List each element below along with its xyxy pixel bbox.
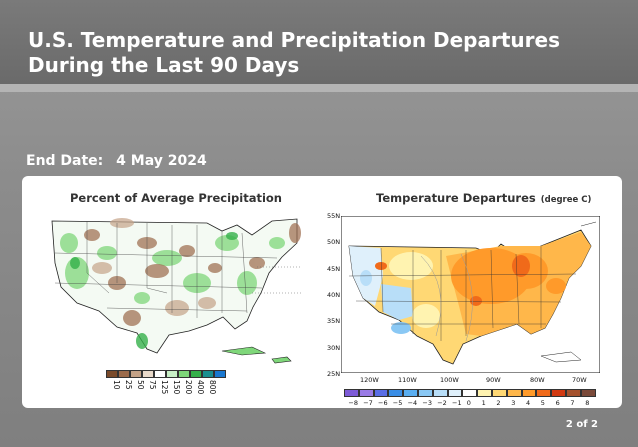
temp-map-image (341, 216, 600, 373)
temp-lat-label: 25N (327, 369, 341, 378)
temp-lat-label: 45N (327, 264, 341, 273)
precip-legend-swatch (106, 370, 118, 378)
temp-legend-swatch (477, 389, 492, 397)
temp-legend-label: 4 (526, 399, 531, 407)
title-divider (0, 84, 638, 92)
temp-legend-swatch (521, 389, 537, 397)
temp-legend-label: −3 (422, 399, 432, 407)
precip-legend-label: 150 (172, 380, 181, 395)
temp-legend-swatch (432, 389, 448, 397)
temp-legend-swatch (536, 389, 552, 397)
temp-legend-swatch (447, 389, 463, 397)
temp-legend-label: −2 (437, 399, 447, 407)
temp-legend-label: −7 (363, 399, 373, 407)
precip-map-title: Percent of Average Precipitation (70, 191, 282, 205)
temp-legend-label: −8 (348, 399, 358, 407)
temp-legend-swatch (373, 389, 389, 397)
temp-lat-label: 50N (327, 238, 341, 247)
temp-legend-swatch (403, 389, 418, 397)
temp-legend-swatch (388, 389, 404, 397)
temp-lon-label: 70W (572, 376, 587, 384)
temp-lat-label: 55N (327, 212, 341, 220)
page-title: U.S. Temperature and Precipitation Depar… (28, 28, 560, 77)
precip-legend-label: 10 (112, 380, 121, 390)
temp-legend-label: −6 (378, 399, 388, 407)
precip-legend-swatch (214, 370, 226, 378)
precip-legend-swatch (118, 370, 130, 378)
temp-map (341, 216, 600, 373)
temp-lat-label: 35N (327, 317, 341, 326)
page-number: 2 of 2 (565, 419, 598, 430)
temp-legend-swatch (491, 389, 507, 397)
precip-legend-swatch (190, 370, 202, 378)
precip-map (47, 213, 302, 365)
end-date-label: End Date: (26, 153, 104, 169)
temp-map-title-text: Temperature Departures (376, 191, 536, 205)
temp-legend-label: −1 (452, 399, 462, 407)
temp-lat-label: 30N (327, 343, 341, 352)
temp-map-title: Temperature Departures (degree C) (376, 191, 591, 205)
temp-legend-swatch (462, 389, 478, 397)
precip-legend-swatch (178, 370, 190, 378)
precip-legend-label: 400 (196, 380, 205, 395)
temp-lat-label: 40N (327, 290, 341, 299)
temp-lon-label: 120W (360, 376, 379, 384)
temp-legend-swatch (506, 389, 522, 397)
temp-legend-label: −5 (392, 399, 403, 407)
temp-legend-label: 8 (585, 399, 590, 407)
temp-legend-label: 0 (466, 399, 471, 407)
temp-legend-swatch (551, 389, 566, 397)
temp-map-subtitle: (degree C) (540, 195, 592, 205)
temp-legend-label: −4 (407, 399, 418, 407)
temp-legend-swatch (580, 389, 596, 397)
temp-lon-label: 110W (398, 376, 417, 384)
temp-legend (344, 389, 596, 397)
precip-legend-swatch (130, 370, 142, 378)
end-date: End Date: 4 May 2024 (26, 153, 207, 169)
precip-legend-label: 200 (184, 380, 193, 395)
temp-legend-label: 3 (511, 399, 516, 407)
precip-legend-swatch (166, 370, 178, 378)
temp-lon-label: 100W (440, 376, 459, 384)
temp-legend-swatch (358, 389, 374, 397)
precip-legend-label: 800 (208, 380, 217, 395)
temp-legend-label: 7 (570, 399, 575, 407)
precip-legend (106, 370, 226, 378)
temp-legend-label: 6 (555, 399, 560, 407)
precip-legend-swatch (142, 370, 154, 378)
temp-lon-label: 90W (486, 376, 501, 384)
temp-legend-label: 1 (481, 399, 486, 407)
temp-legend-label: 2 (496, 399, 501, 407)
precip-legend-swatch (202, 370, 214, 378)
title-bar: U.S. Temperature and Precipitation Depar… (0, 0, 638, 92)
precip-legend-label: 125 (160, 380, 169, 395)
precip-legend-swatch (154, 370, 166, 378)
temp-legend-swatch (417, 389, 433, 397)
temp-lon-label: 80W (530, 376, 545, 384)
precip-legend-label: 75 (148, 380, 157, 390)
temp-legend-swatch (565, 389, 581, 397)
precip-legend-label: 50 (136, 380, 145, 390)
precip-legend-label: 25 (124, 380, 133, 390)
temp-legend-label: 5 (540, 399, 545, 407)
end-date-value: 4 May 2024 (116, 153, 207, 169)
temp-legend-swatch (344, 389, 359, 397)
precip-map-image (47, 213, 302, 365)
